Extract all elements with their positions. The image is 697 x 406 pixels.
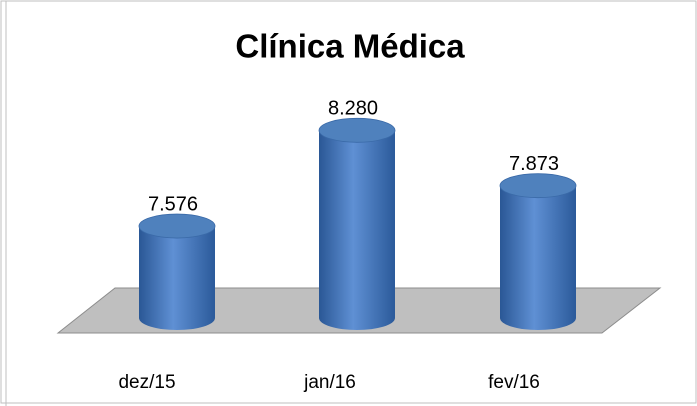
cylinder-top — [318, 117, 396, 143]
cylinder-body — [139, 226, 215, 330]
cylinder-top — [499, 173, 577, 199]
data-label: 7.873 — [509, 153, 559, 175]
cylinder — [318, 117, 396, 330]
x-tick-label: fev/16 — [488, 372, 540, 393]
cylinder — [499, 173, 577, 330]
cylinder-top — [138, 213, 216, 239]
cylinder — [138, 213, 216, 330]
cylinder-body — [500, 185, 576, 330]
cylinder-body — [319, 130, 395, 330]
data-label: 8.280 — [328, 98, 378, 120]
x-tick-label: dez/15 — [118, 372, 175, 393]
x-tick-label: jan/16 — [303, 372, 356, 393]
data-label: 7.576 — [148, 193, 198, 215]
chart-title: Clínica Médica — [235, 28, 465, 65]
